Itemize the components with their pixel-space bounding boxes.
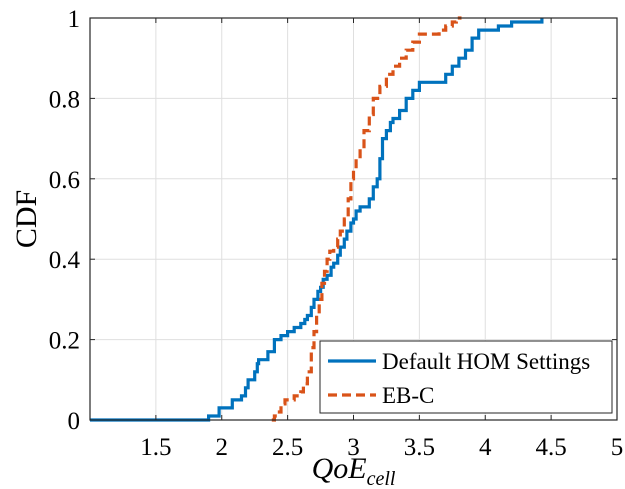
y-tick-label: 0.6	[49, 167, 80, 194]
y-tick-label: 1	[68, 6, 81, 33]
x-tick-label: 3.5	[404, 434, 435, 461]
series-line-default-hom	[90, 18, 544, 422]
legend-label-default-hom: Default HOM Settings	[382, 349, 590, 374]
x-tick-label: 4.5	[536, 434, 567, 461]
x-axis-label-subscript: cell	[367, 468, 396, 489]
y-tick-label: 0	[68, 408, 81, 435]
y-tick-label: 0.8	[49, 86, 80, 113]
x-tick-label: 2	[216, 434, 229, 461]
legend-box	[319, 340, 613, 414]
y-axis-label: CDF	[10, 190, 43, 248]
series-lines	[90, 16, 544, 422]
x-tick-label: 1.5	[140, 434, 171, 461]
x-tick-label: 3	[347, 434, 360, 461]
x-tick-label: 4	[479, 434, 492, 461]
legend: Default HOM Settings EB-C	[319, 340, 613, 414]
x-tick-label: 2.5	[272, 434, 303, 461]
y-tick-label: 0.4	[49, 247, 81, 274]
x-tick-label: 5	[611, 434, 624, 461]
x-axis-label-main: QoE	[312, 452, 367, 485]
ticks: 1.5 2 2.5 3 3.5 4 4.5 5 0 0.2 0.4 0.6 0.8 1	[49, 6, 624, 461]
legend-label-eb-c: EB-C	[382, 383, 434, 408]
grid	[90, 18, 617, 420]
series-line-eb-c	[271, 16, 462, 422]
y-tick-label: 0.2	[49, 328, 80, 355]
x-axis-label: QoEcell	[312, 452, 396, 489]
